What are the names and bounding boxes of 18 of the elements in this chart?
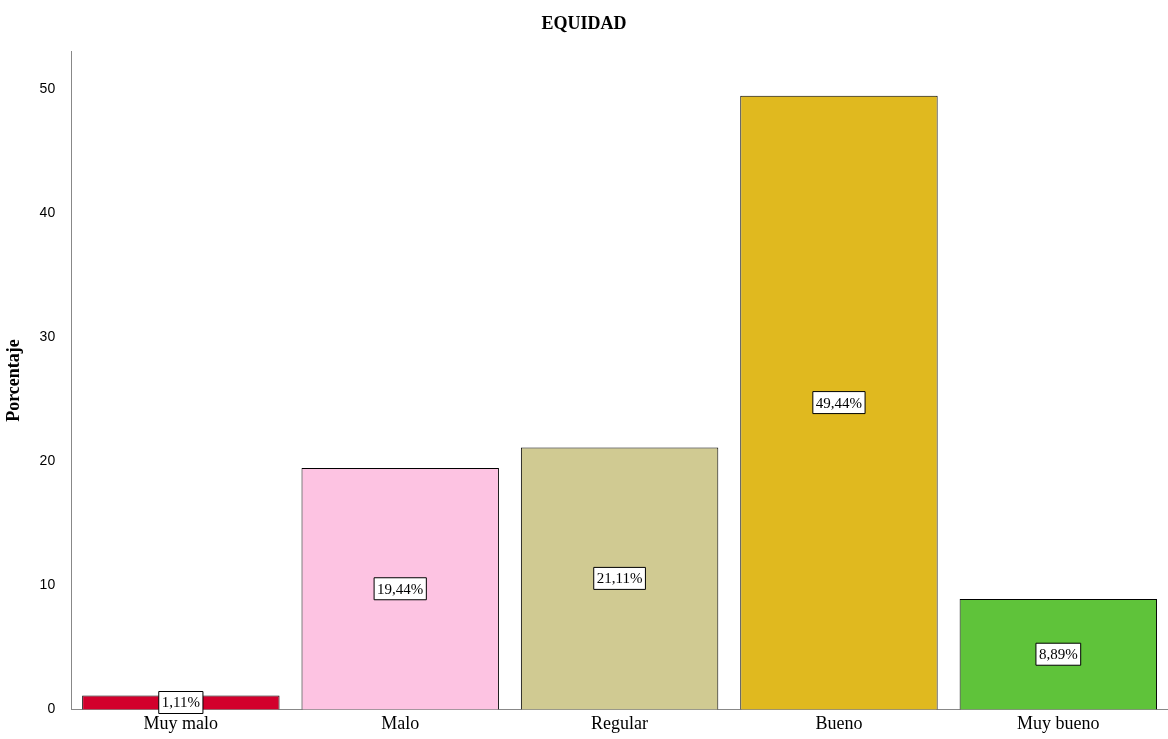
y-tick-label: 50 <box>39 79 56 96</box>
data-label: 8,89% <box>1038 646 1078 663</box>
x-tick-label: Regular <box>591 712 649 733</box>
data-label: 21,11% <box>596 570 643 587</box>
y-tick-label: 30 <box>39 327 56 344</box>
y-axis-title: Porcentaje <box>3 339 24 422</box>
x-tick-label: Muy bueno <box>1017 712 1100 733</box>
y-tick-label: 40 <box>39 203 56 220</box>
data-label: 1,11% <box>161 694 200 711</box>
y-tick-label: 10 <box>39 576 56 593</box>
y-tick-label: 20 <box>39 452 56 469</box>
chart-title: EQUIDAD <box>541 13 627 34</box>
x-tick-label: Malo <box>381 712 420 733</box>
data-label: 19,44% <box>377 580 424 597</box>
x-tick-label: Bueno <box>815 712 863 733</box>
x-tick-label: Muy malo <box>143 712 219 733</box>
y-tick-label: 0 <box>47 700 56 717</box>
data-label: 49,44% <box>815 394 863 411</box>
